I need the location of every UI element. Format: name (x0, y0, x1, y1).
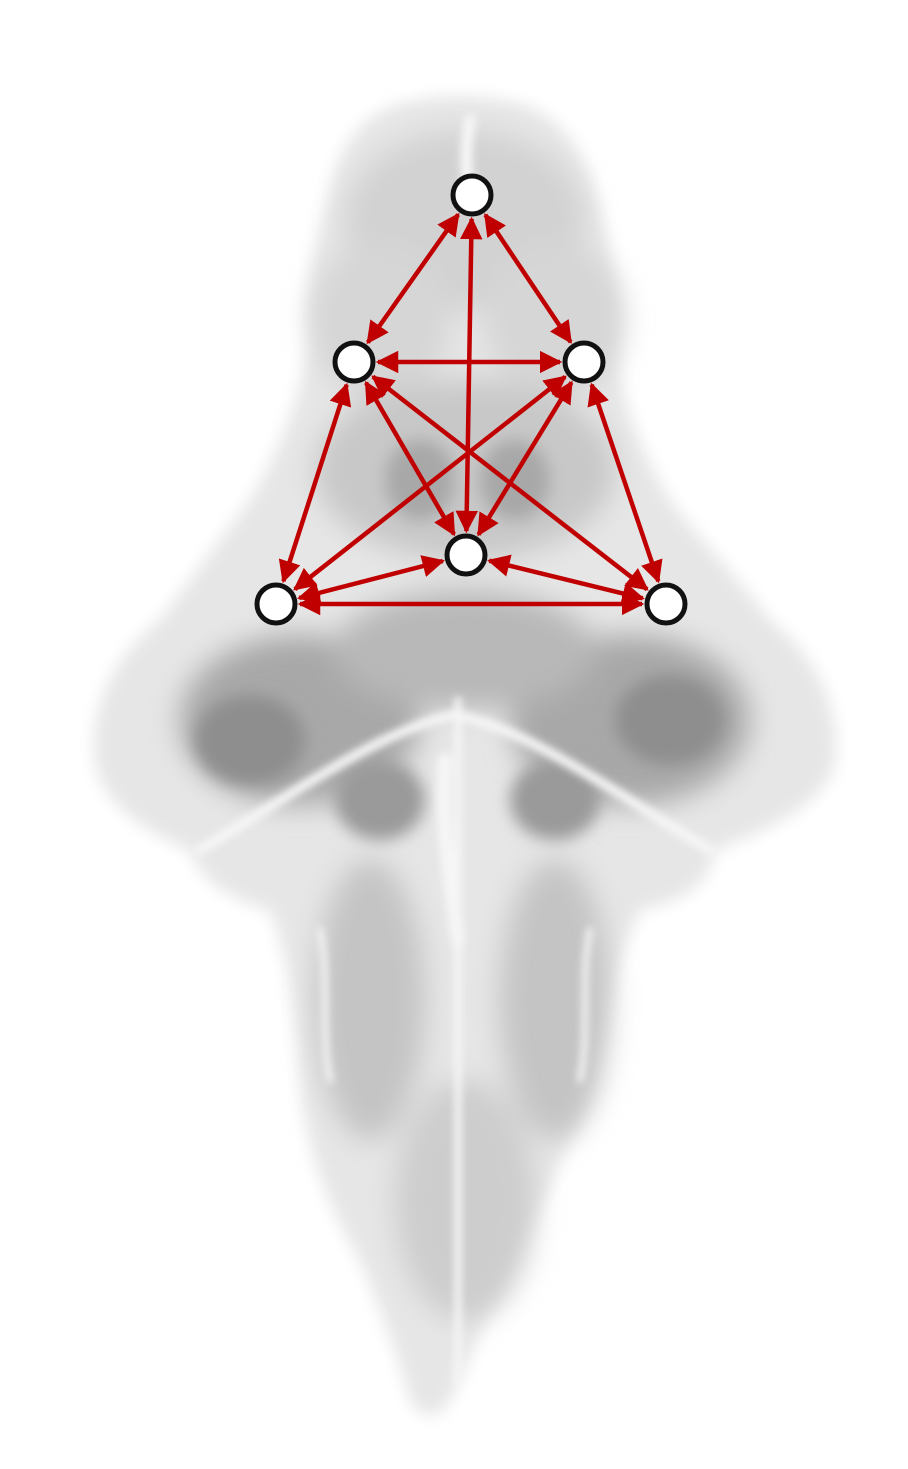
edge-top-mid-left (366, 212, 460, 345)
node-center (444, 533, 488, 577)
edge-layer (278, 212, 663, 616)
edge-mid-right-bottom-left (293, 375, 567, 591)
node-layer (254, 173, 688, 626)
brain-outline (94, 96, 836, 1415)
node-bottom-right (644, 582, 688, 626)
edge-top-mid-right (483, 213, 573, 344)
brain-silhouette (94, 96, 836, 1415)
brain-highlights (195, 114, 715, 1384)
node-top (450, 173, 494, 217)
edge-center-bottom-left (297, 555, 445, 604)
node-mid-right (562, 340, 606, 384)
edge-center-bottom-right (487, 554, 645, 605)
node-mid-left (332, 340, 376, 384)
node-bottom-left (254, 582, 298, 626)
edge-mid-right-bottom-right (587, 382, 663, 584)
